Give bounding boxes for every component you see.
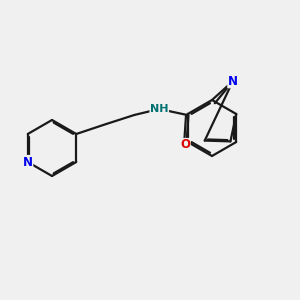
Text: O: O: [180, 139, 190, 152]
Text: N: N: [23, 155, 33, 169]
Text: NH: NH: [150, 104, 169, 114]
Text: N: N: [228, 75, 238, 88]
